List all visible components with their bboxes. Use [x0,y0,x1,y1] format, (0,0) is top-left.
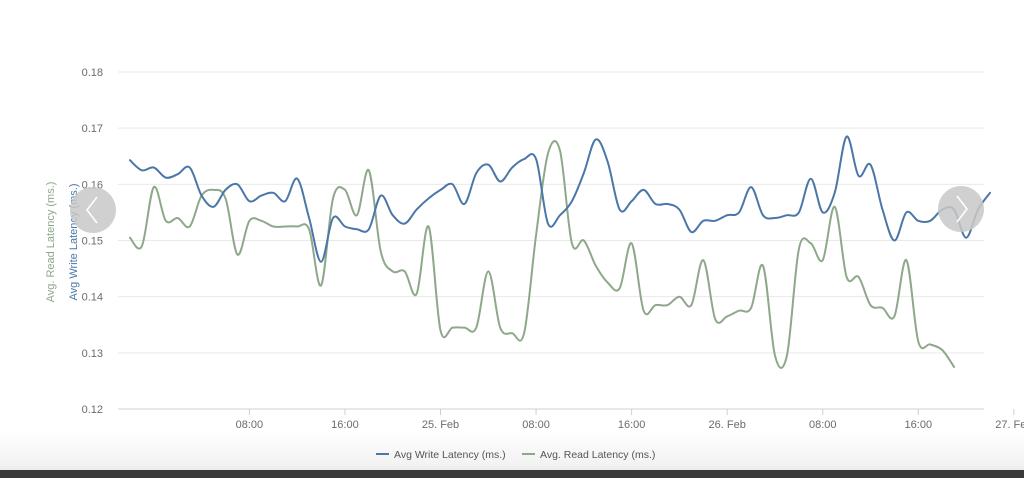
chart-series [128,135,991,369]
y-tick-label: 0.13 [82,348,103,360]
x-tick-label: 16:00 [331,419,359,431]
y-tick-label: 0.17 [82,123,103,135]
legend-label-read[interactable]: Avg. Read Latency (ms.) [540,449,655,461]
x-tick-label: 08:00 [522,419,550,431]
prev-button[interactable] [70,187,116,233]
next-button[interactable] [938,186,984,232]
x-tick-label: 25. Feb [422,419,459,431]
x-axis-ticks: 08:00 16:00 25. Feb 08:00 16:00 26. Feb 08:00 1… [236,409,1024,431]
write-latency-line [128,135,991,263]
legend-label-write[interactable]: Avg Write Latency (ms.) [394,449,506,461]
x-tick-label: 26. Feb [709,419,746,431]
y-tick-label: 0.15 [82,236,103,248]
x-tick-label: 16:00 [905,419,933,431]
x-tick-label: 16:00 [618,419,646,431]
y-axis-title-secondary: Avg. Read Latency (ms.) [45,182,57,303]
chevron-right-icon [956,195,969,223]
y-axis-ticks: 0.180.170.160.150.140.130.12 [82,67,103,416]
chart-grid [118,71,984,410]
chevron-left-icon [85,196,98,224]
x-tick-label: 27. Feb [995,419,1024,431]
chart-legend: Avg Write Latency (ms.) Avg. Read Latenc… [376,449,655,461]
y-tick-label: 0.12 [82,404,103,416]
x-tick-label: 08:00 [236,419,264,431]
y-tick-label: 0.14 [82,292,103,304]
bottom-bar [0,470,1024,478]
x-tick-label: 08:00 [809,419,837,431]
read-latency-line [128,140,956,369]
y-tick-label: 0.18 [82,67,103,79]
